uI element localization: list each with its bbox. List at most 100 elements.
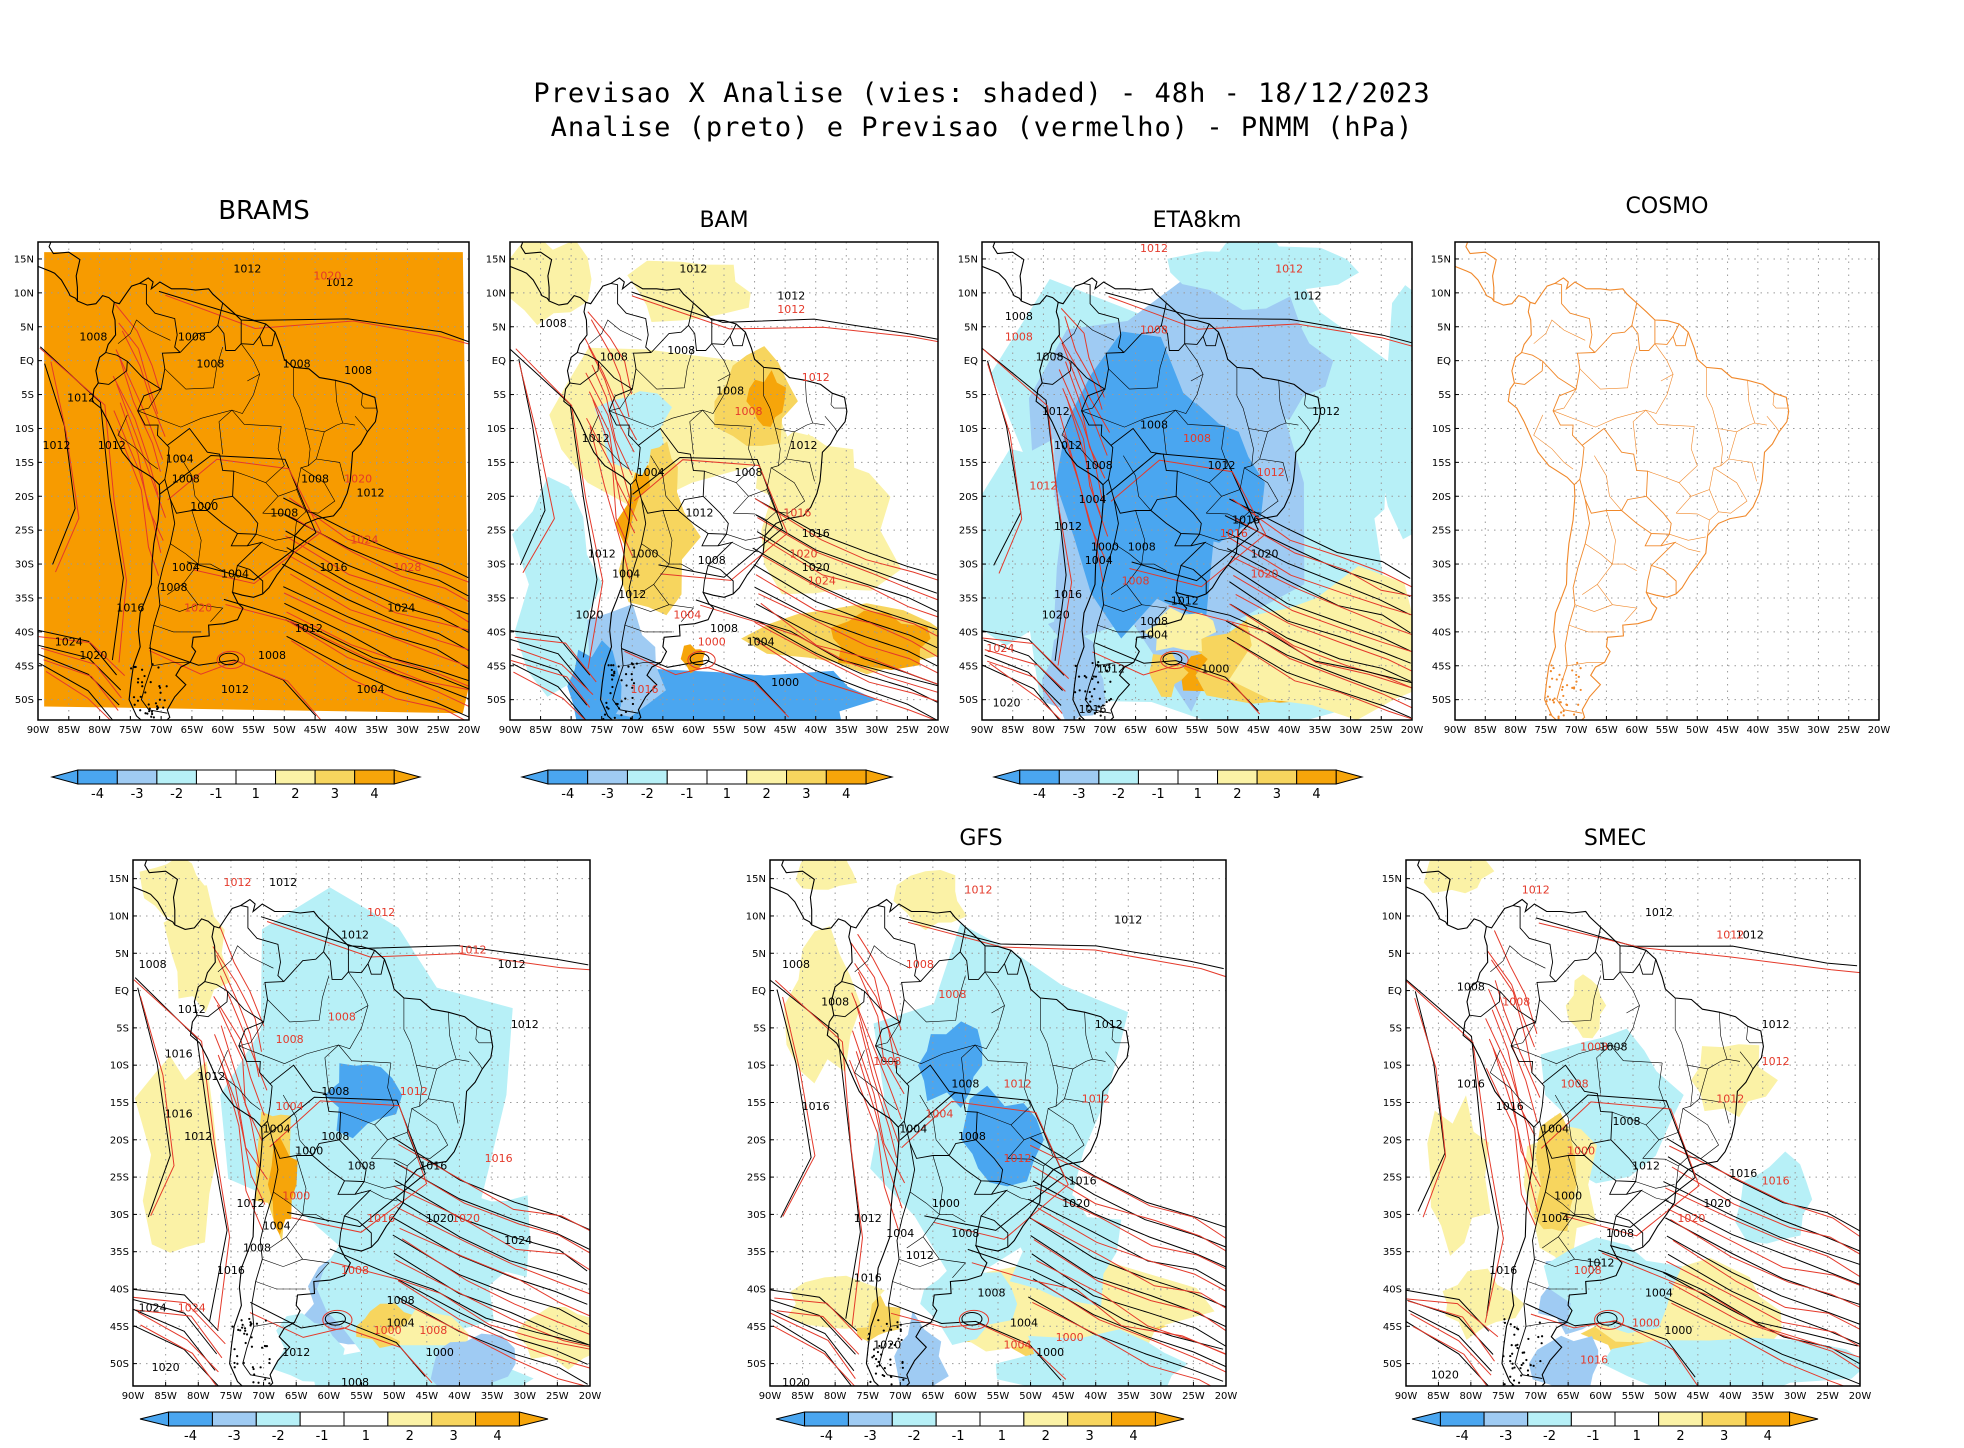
island — [631, 696, 634, 700]
country-border — [1521, 352, 1595, 390]
country-border — [196, 991, 229, 1018]
state-border — [1719, 1012, 1728, 1060]
state-border — [371, 1062, 395, 1159]
forecast-isobar — [1530, 1313, 1699, 1386]
island — [137, 677, 140, 680]
island — [1555, 678, 1558, 681]
colorbar-brams: -4 -3 -2 -1 1 2 3 4 — [50, 769, 422, 802]
lon-tick-label: 85W — [57, 725, 80, 736]
island — [868, 1332, 871, 1335]
forecast-isobar — [584, 338, 638, 441]
colorbar-label: 2 — [1042, 1429, 1050, 1444]
lat-tick-label: 20S — [15, 492, 34, 503]
lat-tick-label: 50S — [110, 1359, 129, 1370]
analysis-isobar — [1225, 531, 1411, 616]
analysis-isobar — [133, 1288, 219, 1332]
isobar-label: 1020 — [1251, 547, 1279, 560]
island — [147, 703, 150, 706]
island — [877, 1360, 880, 1363]
forecast-isobar — [592, 399, 636, 534]
lon-tick-label: 85W — [791, 1391, 814, 1402]
lat-tick-label: 40S — [1383, 1285, 1402, 1296]
lat-tick-label: 20S — [1383, 1135, 1402, 1146]
analysis-isobar — [1667, 1253, 1860, 1345]
isobar-label: 1008 — [938, 988, 966, 1001]
lat-tick-label: 50S — [747, 1359, 766, 1370]
analysis-isobar — [770, 1299, 856, 1355]
low-center — [958, 1309, 990, 1330]
state-border — [1674, 542, 1701, 553]
lat-tick-label: 35S — [959, 593, 978, 604]
island — [148, 707, 151, 710]
forecast-isobar — [754, 621, 938, 702]
analysis-isobar — [394, 1277, 588, 1365]
island — [1538, 1321, 1541, 1324]
isobar-label: 1008 — [1580, 1040, 1608, 1053]
state-border — [1278, 380, 1287, 424]
lon-tick-label: 35W — [481, 1391, 504, 1402]
country-border — [1004, 959, 1022, 975]
isobar-label: 1020 — [79, 649, 107, 662]
lon-tick-label: 65W — [181, 725, 204, 736]
lon-tick-label: 35W — [1751, 1391, 1774, 1402]
analysis-isobar — [1032, 1180, 1226, 1268]
state-border — [1709, 467, 1748, 514]
state-border — [267, 975, 330, 1023]
analysis-isobar — [1406, 978, 1499, 1316]
colorbar-box — [979, 1411, 1025, 1427]
lon-tick-label: 80W — [560, 725, 583, 736]
state-border — [159, 604, 199, 612]
analysis-isobar — [1228, 564, 1411, 652]
island — [1515, 1327, 1519, 1330]
island — [1548, 685, 1551, 688]
lon-tick-label: 55W — [713, 725, 736, 736]
isobar-label: 1008 — [1561, 1078, 1589, 1091]
island — [1561, 685, 1564, 689]
isobar-label: 1020 — [873, 1339, 901, 1352]
analysis-isobar — [1224, 515, 1411, 598]
lon-tick-label: 80W — [1460, 1391, 1483, 1402]
lon-tick-label: 60W — [318, 1391, 341, 1402]
lon-tick-label: 65W — [1595, 725, 1618, 736]
country-border — [577, 352, 652, 390]
forecast-isobar — [291, 516, 469, 603]
forecast-isobar — [288, 621, 469, 707]
forecast-isobar — [1034, 1186, 1226, 1270]
country-border — [841, 981, 921, 1023]
bias-shading — [918, 1021, 983, 1108]
state-border — [854, 945, 911, 973]
colorbar-label: -1 — [1587, 1429, 1600, 1444]
state-border — [338, 1005, 369, 1050]
lon-tick-label: 50W — [1654, 1391, 1677, 1402]
country-border — [1469, 991, 1501, 1018]
colorbar-label: -2 — [1543, 1429, 1556, 1444]
island — [1552, 701, 1556, 704]
isobar-label: 1000 — [1091, 540, 1119, 553]
island — [878, 1364, 881, 1367]
country-border — [204, 981, 284, 1023]
lon-tick-label: 65W — [1124, 725, 1147, 736]
colorbar-end-right — [1154, 1411, 1185, 1427]
country-border — [1180, 541, 1207, 594]
island — [603, 713, 607, 716]
coastline — [781, 860, 852, 930]
analysis-isobar — [1666, 1235, 1860, 1325]
colorbar-box — [1614, 1411, 1660, 1427]
analysis-isobar — [983, 639, 1063, 691]
state-border — [1641, 1190, 1669, 1202]
isobar-label: 1016 — [1069, 1175, 1097, 1188]
lat-tick-label: 10S — [1432, 424, 1451, 435]
colorbar-end-right — [1789, 1411, 1819, 1427]
isobar-label: 1004 — [1645, 1286, 1673, 1299]
lat-tick-label: 15N — [746, 874, 766, 885]
isobar-label: 1012 — [269, 876, 297, 889]
analysis-isobar — [1664, 1296, 1860, 1385]
island — [624, 710, 628, 713]
island — [240, 1319, 243, 1322]
island — [624, 672, 628, 676]
island — [899, 1329, 902, 1333]
isobar-label: 1000 — [1632, 1316, 1660, 1329]
country-border — [338, 1215, 345, 1246]
isobar-label: 1012 — [1004, 1078, 1032, 1091]
isobar-label: 1012 — [1645, 906, 1673, 919]
